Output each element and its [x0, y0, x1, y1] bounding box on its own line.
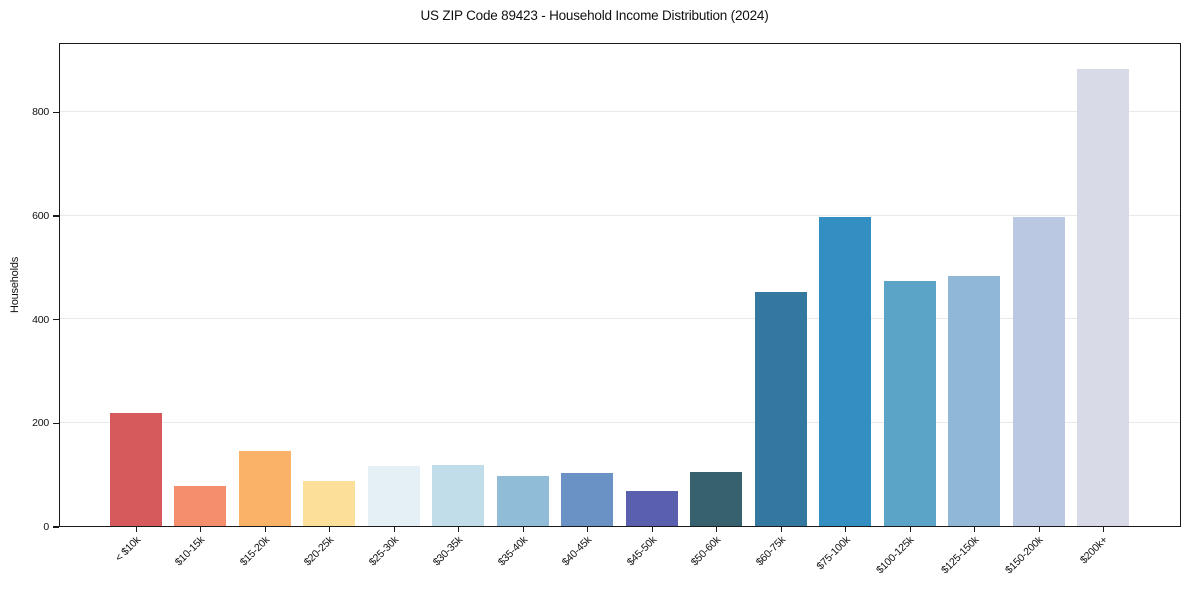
bar-60-75k — [754, 291, 807, 526]
bar-10k — [109, 413, 162, 526]
x-tick-label-12: $100-125k — [874, 534, 917, 577]
bar-30-35k — [432, 464, 485, 526]
bar-35-40k — [496, 476, 549, 526]
x-tick-label-13: $125-150k — [938, 534, 982, 577]
x-tick-label-5: $30-35k — [430, 534, 466, 569]
y-tick-mark — [53, 319, 59, 321]
x-tick-mark — [329, 527, 331, 532]
x-tick-mark — [135, 527, 137, 532]
y-tick-label-600: 600 — [32, 210, 49, 223]
x-tick-mark — [909, 527, 911, 532]
x-tick-label-14: $150-200k — [1003, 534, 1046, 577]
x-tick-mark — [458, 527, 460, 532]
x-tick-mark — [522, 527, 524, 532]
gridline-y-600 — [60, 214, 1180, 216]
x-tick-mark — [264, 527, 266, 532]
bar-75-100k — [819, 216, 872, 526]
x-tick-label-8: $45-50k — [624, 534, 659, 569]
x-tick-label-4: $25-30k — [366, 534, 401, 569]
x-tick-label-7: $40-45k — [559, 534, 595, 569]
bar-45-50k — [625, 491, 678, 526]
x-tick-mark — [845, 527, 847, 532]
x-tick-label-9: $50-60k — [688, 534, 724, 569]
bar-50-60k — [690, 472, 743, 526]
bar-10-15k — [174, 486, 227, 526]
bar-15-20k — [238, 450, 291, 526]
bar-25-30k — [367, 465, 420, 526]
bar-20-25k — [303, 480, 356, 526]
plot-area — [59, 43, 1181, 527]
y-tick-mark — [53, 215, 59, 217]
x-tick-mark — [974, 527, 976, 532]
y-axis-label: Households — [9, 256, 21, 314]
x-tick-label-6: $35-40k — [495, 534, 530, 569]
x-tick-label-0: < $10k — [112, 534, 143, 565]
chart-title: US ZIP Code 89423 - Household Income Dis… — [420, 8, 769, 23]
x-tick-mark — [1103, 527, 1105, 532]
x-tick-label-2: $15-20k — [237, 534, 272, 569]
x-tick-mark — [780, 527, 782, 532]
x-tick-mark — [651, 527, 653, 532]
y-tick-label-400: 400 — [32, 313, 49, 326]
y-tick-label-200: 200 — [32, 417, 49, 430]
bar-40-45k — [561, 473, 614, 526]
y-tick-mark — [53, 422, 59, 425]
bar-125-150k — [948, 275, 1001, 526]
x-tick-label-1: $10-15k — [172, 534, 208, 569]
gridline-y-800 — [60, 110, 1180, 112]
y-tick-label-0: 0 — [43, 521, 49, 533]
x-tick-mark — [716, 527, 718, 532]
x-tick-label-15: $200k+ — [1078, 534, 1111, 567]
x-tick-mark — [200, 527, 202, 532]
bar-150-200k — [1012, 216, 1065, 526]
x-tick-mark — [1038, 527, 1040, 532]
gridline-y-400 — [60, 318, 1180, 320]
bar-100-125k — [883, 280, 936, 526]
y-tick-mark — [53, 526, 59, 528]
y-tick-label-800: 800 — [32, 106, 49, 119]
gridline-y-200 — [60, 421, 1180, 423]
x-tick-mark — [587, 527, 589, 532]
y-tick-mark — [53, 111, 59, 114]
x-tick-label-3: $20-25k — [301, 534, 337, 569]
x-tick-mark — [393, 527, 395, 532]
x-tick-label-10: $60-75k — [753, 534, 788, 569]
x-tick-label-11: $75-100k — [813, 534, 853, 573]
bar-200k — [1077, 68, 1130, 526]
